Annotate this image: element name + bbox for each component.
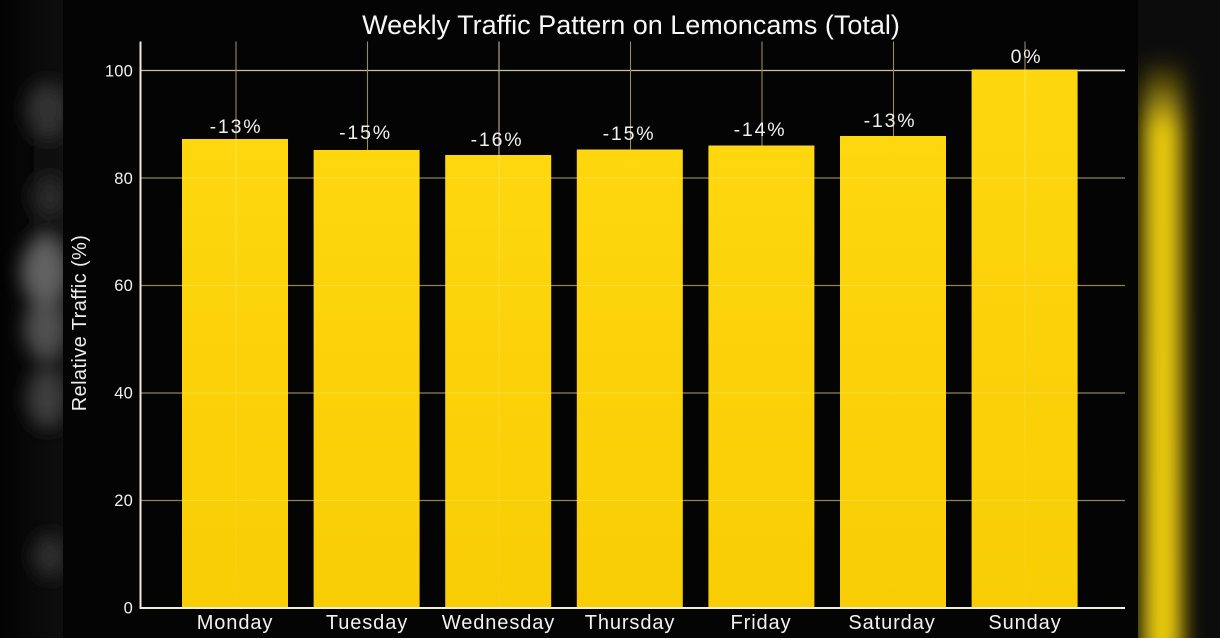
- svg-text:80: 80: [114, 170, 133, 188]
- svg-text:Sunday: Sunday: [988, 612, 1061, 634]
- svg-text:Weekly Traffic Pattern on Lemo: Weekly Traffic Pattern on Lemoncams (Tot…: [362, 10, 900, 40]
- svg-text:-16%: -16%: [471, 129, 524, 151]
- svg-text:0: 0: [124, 600, 133, 618]
- svg-text:40: 40: [114, 385, 133, 403]
- svg-text:-13%: -13%: [210, 116, 263, 138]
- svg-text:-13%: -13%: [864, 110, 917, 132]
- svg-text:20: 20: [114, 492, 133, 510]
- svg-text:Friday: Friday: [731, 612, 792, 634]
- svg-text:60: 60: [114, 277, 133, 295]
- svg-text:Saturday: Saturday: [848, 612, 935, 634]
- svg-text:-15%: -15%: [339, 122, 392, 144]
- svg-text:-15%: -15%: [603, 123, 656, 145]
- svg-text:0%: 0%: [1011, 46, 1043, 68]
- svg-text:100: 100: [105, 63, 133, 81]
- svg-text:-14%: -14%: [734, 119, 787, 141]
- svg-text:Wednesday: Wednesday: [442, 612, 555, 634]
- svg-text:Monday: Monday: [197, 612, 274, 634]
- svg-text:Tuesday: Tuesday: [326, 612, 408, 634]
- svg-text:Relative Traffic (%): Relative Traffic (%): [69, 235, 91, 412]
- svg-text:Thursday: Thursday: [585, 612, 676, 634]
